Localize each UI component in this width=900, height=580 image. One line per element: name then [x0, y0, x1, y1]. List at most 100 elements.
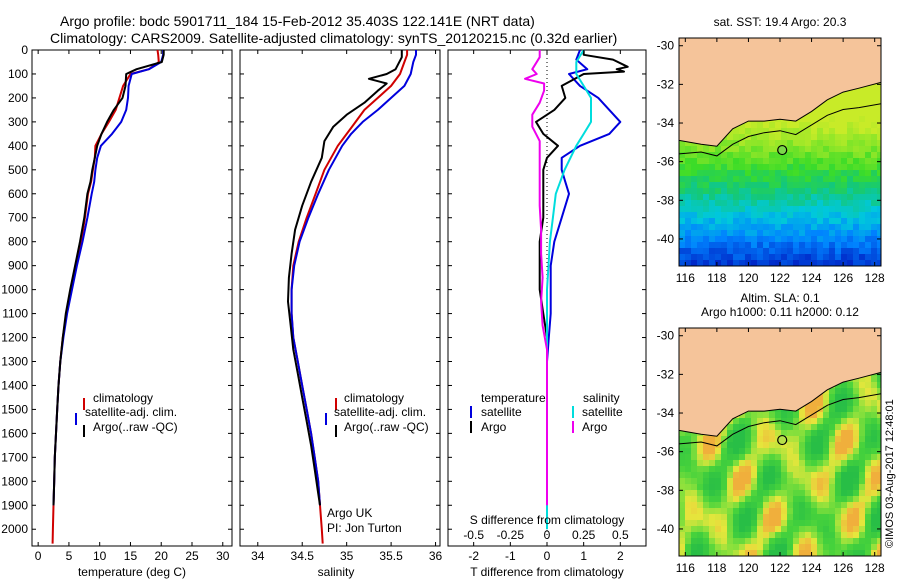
- legend-temperature-argo: Argo: [481, 420, 507, 434]
- lat-tick-label: -34: [657, 406, 675, 420]
- land-mass: [679, 328, 881, 437]
- x2-tick-label: -0.25: [497, 528, 525, 542]
- depth-tick-label: 700: [8, 211, 28, 225]
- salinity-x-label: salinity: [318, 565, 355, 579]
- x2-tick-label: 0.25: [572, 528, 596, 542]
- x-tick-label: 36: [429, 549, 443, 563]
- lat-tick-label: -40: [657, 232, 675, 246]
- lon-tick-label: 116: [676, 561, 695, 575]
- lon-tick-label: 120: [738, 271, 758, 285]
- difference-lines: [524, 49, 629, 530]
- depth-tick-label: 400: [8, 139, 28, 153]
- lat-tick-label: -32: [657, 77, 675, 91]
- sst-map-panel: sat. SST: 19.4 Argo: 20.3 116 118 120 122 12…: [657, 15, 885, 285]
- temperature-axes-frame: [31, 49, 233, 547]
- series-line: [290, 50, 409, 544]
- sla-map-panel: Altim. SLA: 0.1 Argo h1000: 0.11 h2000: …: [657, 291, 885, 575]
- x-tick-label: 1: [580, 549, 587, 563]
- x-tick-label: 25: [185, 549, 199, 563]
- lat-tick-label: -40: [657, 522, 675, 536]
- lat-tick-label: -34: [657, 116, 675, 130]
- depth-tick-label: 900: [8, 259, 28, 273]
- temperature-panel: 0 5 10 15 20 25 30 temperature (deg C) climato…: [31, 49, 233, 579]
- sst-map-title: sat. SST: 19.4 Argo: 20.3: [714, 15, 847, 29]
- float-marker: [777, 434, 788, 446]
- sla-map-subtitle: Argo h1000: 0.11 h2000: 0.12: [701, 305, 859, 319]
- float-marker: [777, 144, 788, 156]
- difference-x-ticks: -2 -1 0 1 2 -0.5 -0.25 0 0.25 0.5: [448, 49, 646, 563]
- lon-tick-label: 116: [676, 271, 695, 285]
- lat-tick-label: -32: [657, 367, 675, 381]
- legend-argo: Argo(..raw -QC): [344, 420, 429, 434]
- lon-tick-label: 122: [770, 271, 790, 285]
- x-tick-label: 34: [251, 549, 265, 563]
- legend-temperature-satellite: satellite: [481, 405, 522, 419]
- x-tick-label: 2: [617, 549, 624, 563]
- t-difference-label: T difference from climatology: [470, 565, 624, 579]
- lon-tick-label: 126: [833, 561, 853, 575]
- legend-salinity-argo: Argo: [582, 420, 608, 434]
- depth-axis: 0 100 200 300 400 500 600 700 800 900 1000 1100 1200…: [1, 43, 28, 536]
- x-tick-label: -1: [505, 549, 516, 563]
- sst-map-field: [679, 38, 881, 266]
- sla-map-title: Altim. SLA: 0.1: [740, 291, 820, 305]
- depth-tick-label: 1000: [1, 283, 28, 297]
- depth-tick-label: 1900: [1, 498, 28, 512]
- series-line: [52, 50, 165, 506]
- lon-tick-label: 120: [738, 561, 758, 575]
- x2-tick-label: 0.5: [612, 528, 629, 542]
- series-line: [290, 50, 417, 506]
- lat-tick-label: -38: [657, 483, 675, 497]
- x-tick-label: -2: [468, 549, 479, 563]
- depth-tick-label: 800: [8, 235, 28, 249]
- shelf-contour: [679, 103, 881, 157]
- sla-map-ticks: 116 118 120 122 124 126 128 -30 -32 -34 -36 -38 -40: [657, 328, 885, 575]
- depth-tick-label: 1500: [1, 402, 28, 416]
- temperature-legend: climatology satellite-adj. clim. Argo(..…: [75, 391, 178, 437]
- depth-tick-label: 1300: [1, 354, 28, 368]
- depth-tick-label: 0: [21, 43, 28, 57]
- depth-tick-label: 2000: [1, 522, 28, 536]
- temperature-lines: [51, 49, 165, 544]
- lat-tick-label: -36: [657, 445, 675, 459]
- x-tick-label: 0: [544, 549, 551, 563]
- legend-climatology: climatology: [344, 391, 404, 405]
- series-line: [535, 50, 629, 506]
- temperature-x-ticks: 0 5 10 15 20 25 30: [32, 49, 232, 563]
- s-difference-label: S difference from climatology: [470, 513, 625, 527]
- land-mass: [679, 38, 881, 147]
- x-tick-label: 0: [35, 549, 42, 563]
- x-tick-label: 34.5: [291, 549, 315, 563]
- shelf-contour: [679, 393, 881, 447]
- difference-legend: temperature salinity satellite Argo sate…: [470, 391, 623, 434]
- depth-tick-label: 1400: [1, 378, 28, 392]
- salinity-legend: climatology satellite-adj. clim. Argo(..…: [325, 391, 429, 437]
- argo-uk-label: Argo UK: [327, 506, 372, 520]
- x2-tick-label: 0: [544, 528, 551, 542]
- depth-tick-label: 500: [8, 163, 28, 177]
- lat-tick-label: -30: [657, 329, 675, 343]
- depth-tick-label: 1700: [1, 450, 28, 464]
- depth-tick-label: 1100: [2, 307, 28, 321]
- x2-tick-label: -0.5: [463, 528, 484, 542]
- depth-tick-label: 100: [8, 67, 28, 81]
- legend-climatology: climatology: [93, 391, 153, 405]
- depth-tick-label: 1600: [1, 426, 28, 440]
- salinity-lines: [287, 50, 417, 544]
- salinity-axes-frame: [239, 49, 441, 547]
- lon-tick-label: 128: [865, 561, 885, 575]
- lon-tick-label: 124: [802, 271, 822, 285]
- lat-tick-label: -30: [657, 39, 675, 53]
- difference-panel: -2 -1 0 1 2 -0.5 -0.25 0 0.25 0.5 T difference fr…: [447, 49, 647, 579]
- legend-satellite: satellite-adj. clim.: [334, 405, 426, 419]
- lat-tick-label: -36: [657, 155, 675, 169]
- x-tick-label: 35: [340, 549, 354, 563]
- lon-tick-label: 118: [707, 561, 726, 575]
- lon-tick-label: 128: [865, 271, 885, 285]
- depth-tick-label: 600: [8, 187, 28, 201]
- legend-salinity-satellite: satellite: [582, 405, 623, 419]
- x-tick-label: 20: [155, 549, 169, 563]
- imos-stamp: ©IMOS 03-Aug-2017 12:48:01: [884, 399, 896, 548]
- series-line: [546, 49, 592, 530]
